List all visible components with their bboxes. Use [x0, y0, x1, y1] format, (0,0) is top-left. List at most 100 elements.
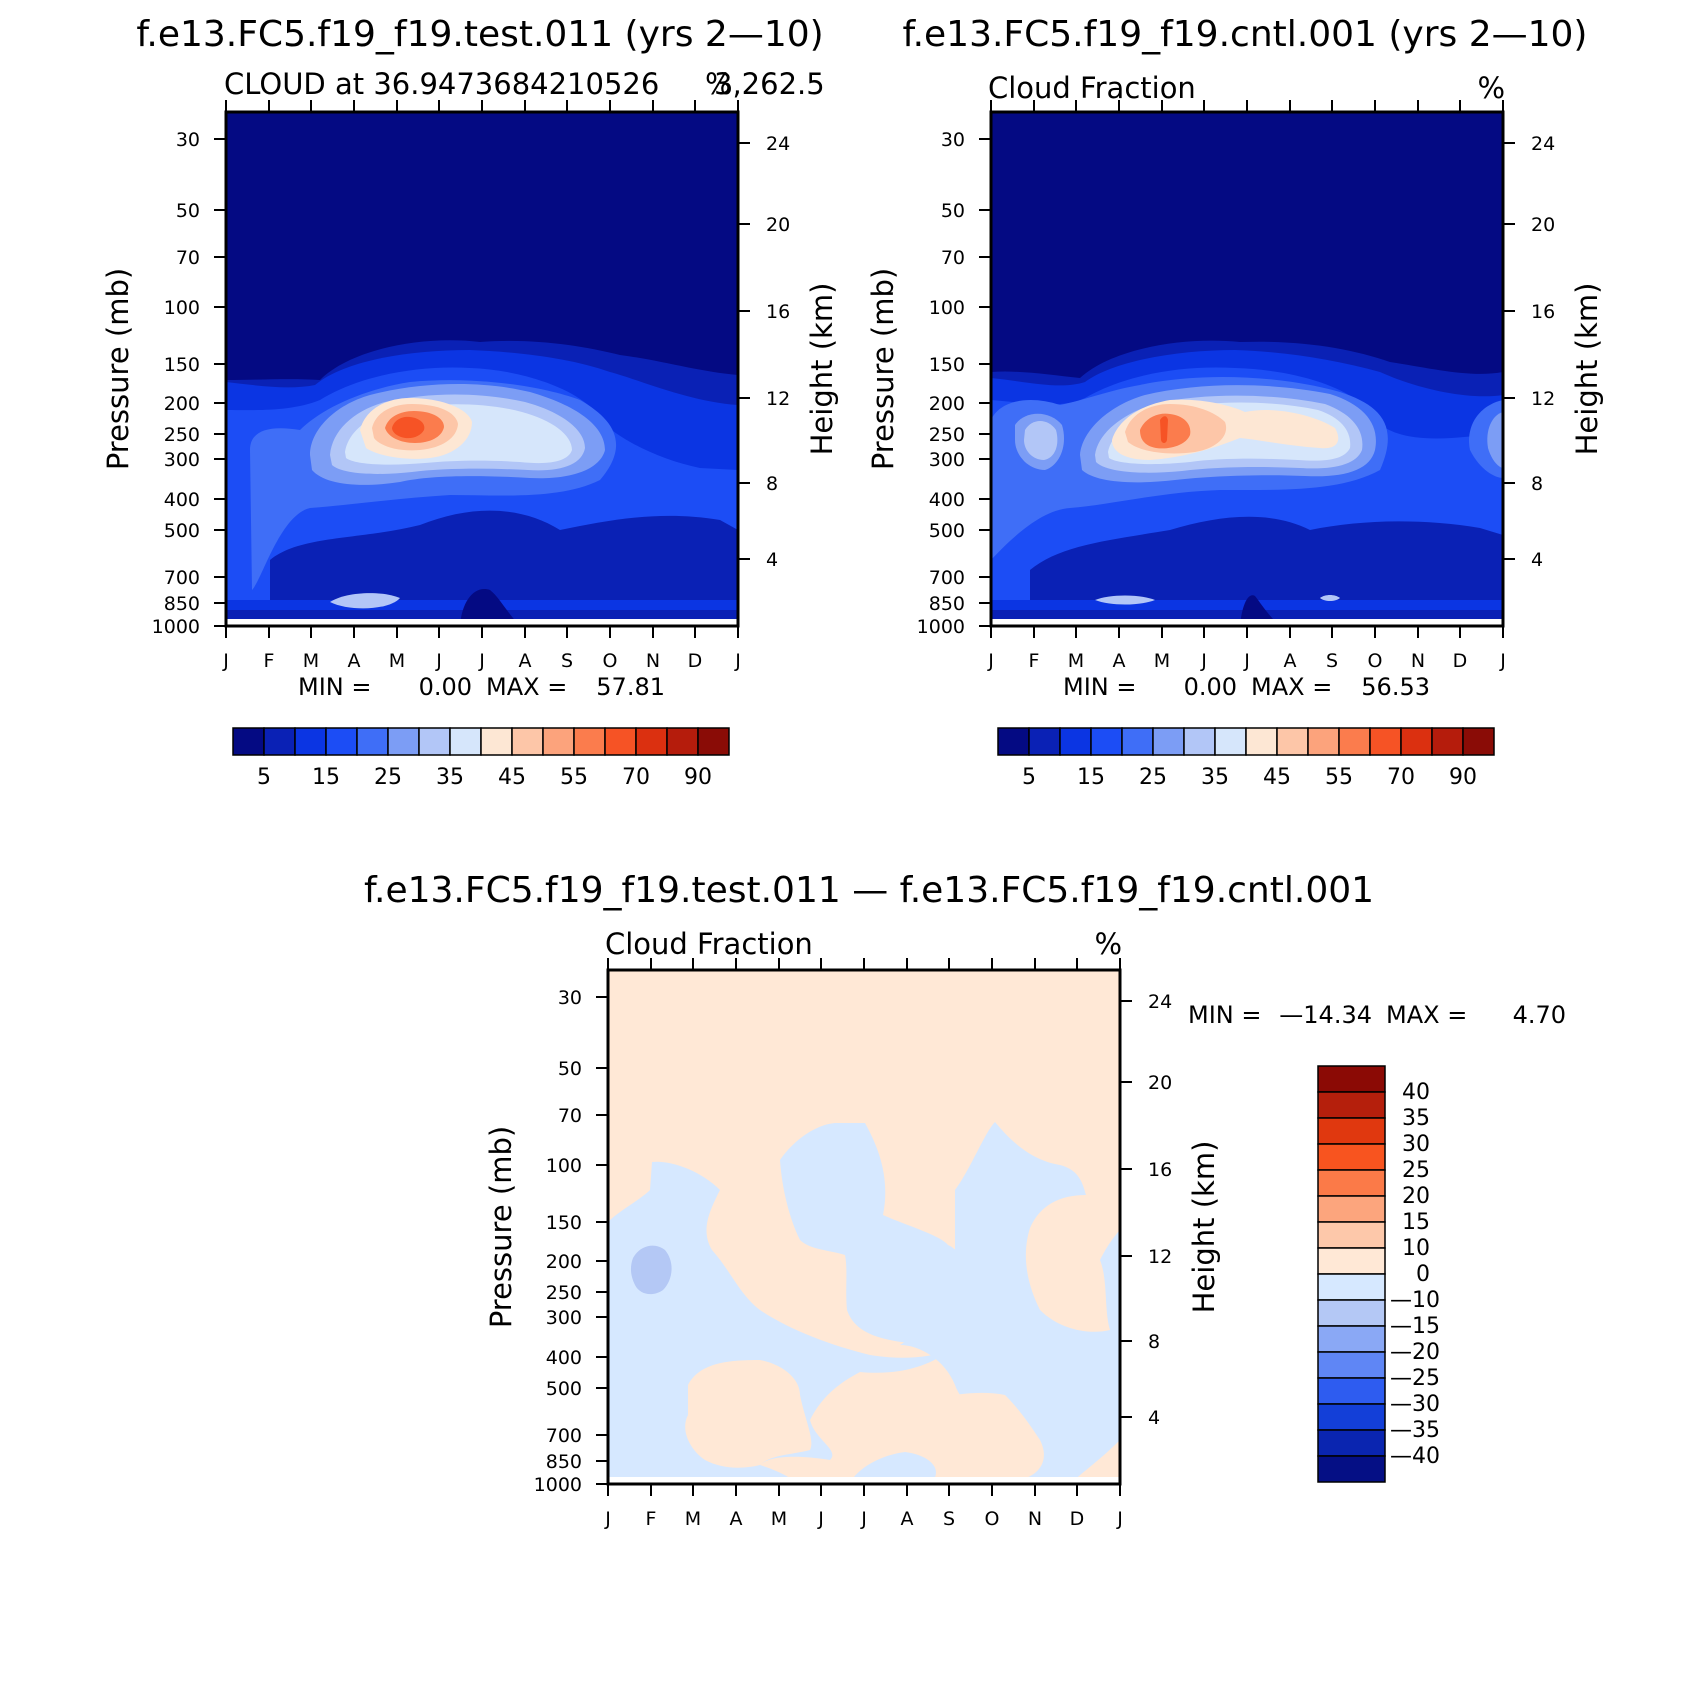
x-tick-label-test: J — [435, 650, 442, 672]
height-tick-label-test: 4 — [766, 549, 778, 571]
colorbar-label-diff: 15 — [1402, 1210, 1430, 1235]
x-tick-label-cntl: F — [1029, 650, 1040, 672]
x-tick-label-diff: D — [1070, 1508, 1085, 1530]
colorbar-box — [294, 727, 327, 756]
x-tick-label-test: J — [222, 650, 229, 672]
subtitle-unit-test: % — [705, 67, 733, 101]
pressure-tick-label-cntl: 200 — [929, 393, 965, 415]
height-tick-label-cntl: 24 — [1531, 133, 1555, 155]
colorbar-box — [1369, 727, 1402, 756]
x-tick-label-diff: M — [685, 1508, 701, 1530]
colorbar-cntl: 5 15 25 35 45 55 70 90 — [997, 727, 1495, 790]
contour-diff-negative-b — [780, 1123, 968, 1343]
min-value-test: 0.00 — [419, 673, 472, 701]
colorbar-label-cntl: 45 — [1263, 765, 1291, 790]
pressure-tick-label-diff: 700 — [546, 1425, 582, 1447]
contour-level-test-4 — [270, 510, 738, 600]
pressure-tick-label-cntl: 500 — [929, 520, 965, 542]
x-tick-label-diff: J — [817, 1508, 824, 1530]
ylabel-test: Pressure (mb) — [101, 268, 135, 470]
contour-field-cntl — [991, 112, 1503, 626]
colorbar-box — [1214, 727, 1247, 756]
colorbar-label-cntl: 55 — [1325, 765, 1353, 790]
colorbar-label-diff: —30 — [1390, 1392, 1440, 1417]
x-tick-labels-cntl: J F M A M J J A S O N D J — [987, 650, 1506, 672]
top-ticks-cntl — [990, 100, 1504, 112]
panel-test: f.e13.FC5.f19_f19.test.011 (yrs 2—10) CL… — [101, 14, 839, 790]
pressure-tick-label-cntl: 70 — [941, 247, 965, 269]
colorbar-box — [449, 727, 482, 756]
x-tick-label-test: A — [348, 650, 361, 672]
contour-diff-negative-c — [900, 1122, 1120, 1484]
subtitle-unit-cntl: % — [1477, 71, 1505, 105]
colorbar-label-test: 90 — [684, 765, 712, 790]
pressure-tick-label-test: 700 — [164, 567, 200, 589]
colorbar-box — [1317, 1169, 1386, 1197]
subtitle-unit-diff: % — [1094, 927, 1122, 961]
height-tick-label-diff: 12 — [1148, 1246, 1172, 1268]
x-tick-label-test: F — [264, 650, 275, 672]
minmax-test: MIN = 0.00 MAX = 57.81 — [298, 673, 665, 701]
title-test: f.e13.FC5.f19_f19.test.011 (yrs 2—10) — [136, 14, 823, 55]
x-tick-label-test: J — [478, 650, 485, 672]
colorbar-box — [1317, 1091, 1386, 1119]
x-tick-label-diff: A — [901, 1508, 914, 1530]
colorbar-label-diff: 40 — [1402, 1080, 1430, 1105]
pressure-tick-label-cntl: 700 — [929, 567, 965, 589]
x-tick-label-diff: S — [943, 1508, 955, 1530]
x-tick-label-test: O — [603, 650, 618, 672]
colorbar-box — [1317, 1273, 1386, 1301]
pressure-tick-label-diff: 150 — [546, 1212, 582, 1234]
x-tick-label-cntl: J — [987, 650, 994, 672]
colorbar-box — [1317, 1429, 1386, 1457]
colorbar-box — [1400, 727, 1433, 756]
colorbar-box — [1317, 1325, 1386, 1353]
x-tick-label-cntl: J — [1499, 650, 1506, 672]
colorbar-label-diff: 25 — [1402, 1158, 1430, 1183]
height-axis-test: 24 20 16 12 8 4 Height (km) — [738, 133, 839, 571]
x-tick-label-cntl: J — [1200, 650, 1207, 672]
contour-level-cntl-17 — [1320, 595, 1340, 601]
pressure-tick-label-diff: 70 — [558, 1105, 582, 1127]
contour-level-test-13 — [392, 416, 425, 439]
colorbar-box — [997, 727, 1030, 756]
pressure-tick-label-diff: 250 — [546, 1282, 582, 1304]
min-value-diff: —14.34 — [1279, 1001, 1372, 1029]
colorbar-label-test: 15 — [312, 765, 340, 790]
ylabel-right-diff: Height (km) — [1187, 1141, 1221, 1314]
x-tick-label-diff: J — [604, 1508, 611, 1530]
pressure-tick-label-diff: 100 — [546, 1155, 582, 1177]
contour-level-cntl-8b — [1487, 412, 1503, 468]
height-axis-cntl: 24 20 16 12 8 4 Height (km) — [1503, 133, 1604, 571]
max-label-cntl: MAX = — [1251, 673, 1332, 701]
pressure-tick-label-cntl: 400 — [929, 489, 965, 511]
pressure-tick-label-test: 100 — [164, 297, 200, 319]
colorbar-label-diff: 0 — [1416, 1262, 1430, 1287]
height-tick-label-cntl: 8 — [1531, 473, 1543, 495]
pressure-axis-test: 30 50 70 100 150 200 250 300 400 500 700… — [101, 129, 226, 638]
x-tick-label-diff: N — [1028, 1508, 1042, 1530]
bottom-ticks-cntl — [990, 626, 1504, 638]
pressure-tick-label-test: 300 — [164, 449, 200, 471]
x-tick-label-test: S — [561, 650, 573, 672]
pressure-tick-label-test: 70 — [176, 247, 200, 269]
x-tick-label-cntl: M — [1068, 650, 1084, 672]
pressure-tick-label-test: 1000 — [152, 616, 200, 638]
colorbar-label-test: 45 — [498, 765, 526, 790]
height-tick-label-diff: 20 — [1148, 1072, 1172, 1094]
contour-diff-positive-a — [685, 1360, 812, 1468]
colorbar-label-diff: —15 — [1390, 1314, 1440, 1339]
colorbar-box — [1152, 727, 1185, 756]
ylabel-right-test: Height (km) — [805, 283, 839, 456]
height-tick-label-diff: 16 — [1148, 1159, 1172, 1181]
height-tick-label-test: 20 — [766, 214, 790, 236]
colorbar-label-test: 70 — [622, 765, 650, 790]
colorbar-box — [1307, 727, 1340, 756]
colorbar-label-cntl: 70 — [1387, 765, 1415, 790]
pressure-tick-label-cntl: 30 — [941, 129, 965, 151]
colorbar-label-test: 25 — [374, 765, 402, 790]
surface-strip-diff — [608, 1477, 1120, 1484]
colorbar-label-cntl: 90 — [1449, 765, 1477, 790]
x-tick-label-test: A — [519, 650, 532, 672]
colorbar-box — [635, 727, 668, 756]
